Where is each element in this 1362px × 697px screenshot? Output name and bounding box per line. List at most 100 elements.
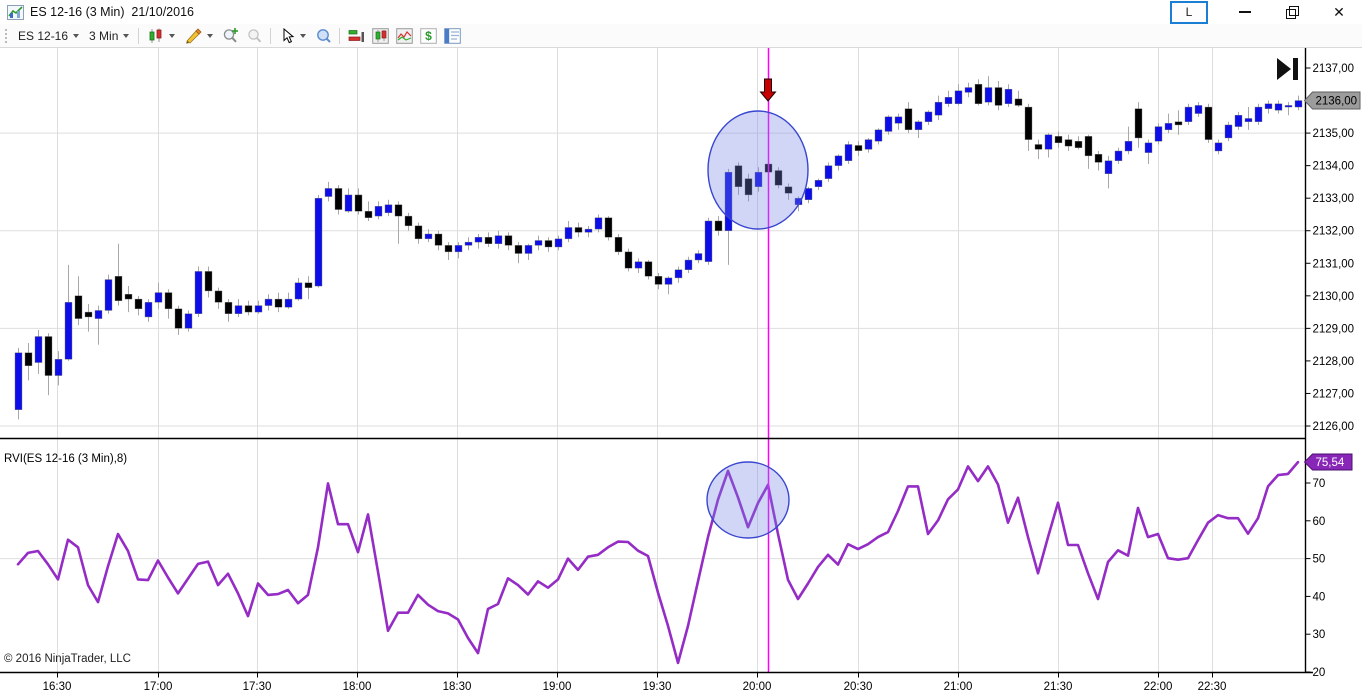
restore-icon — [1286, 6, 1299, 19]
candle-body — [834, 155, 843, 166]
candle-body — [724, 171, 733, 231]
link-button[interactable]: L — [1170, 0, 1208, 24]
chart-app-icon — [7, 4, 24, 20]
candle-body — [984, 87, 993, 103]
close-button[interactable]: ✕ — [1324, 2, 1354, 22]
minimize-button[interactable] — [1230, 2, 1260, 22]
bar-type-button[interactable] — [143, 26, 180, 46]
rvi-indicator-label: RVI(ES 12-16 (3 Min),8) — [4, 453, 128, 465]
time-axis[interactable]: 16:30 17:00 17:30 18:00 18:30 19:00 19:30 20:00… — [43, 672, 1227, 694]
rvi-pane[interactable] — [0, 440, 1306, 673]
candle-body — [124, 293, 133, 300]
candle-body — [354, 194, 363, 212]
candle-body — [1174, 121, 1183, 126]
price-tick-label: 2135,00 — [1313, 128, 1355, 140]
candle-body — [934, 101, 943, 116]
drawing-tools-button[interactable] — [180, 26, 218, 46]
rvi-tick-label: 30 — [1313, 629, 1326, 641]
candle-body — [174, 308, 183, 329]
candle-body — [44, 336, 53, 376]
candle-body — [1214, 142, 1223, 152]
candle-body — [844, 144, 853, 161]
candlestick-icon — [149, 28, 162, 43]
candle-body — [654, 276, 663, 285]
candle-body — [964, 87, 973, 93]
close-icon: ✕ — [1333, 4, 1345, 20]
candle-body — [24, 352, 33, 366]
candle-body — [294, 282, 303, 300]
time-tick-label: 17:30 — [243, 681, 272, 693]
candle-body — [1054, 136, 1063, 144]
axes — [0, 48, 1313, 674]
price-tick-label: 2131,00 — [1313, 258, 1355, 270]
candle-body — [304, 282, 313, 288]
highlight-ellipse — [707, 110, 809, 230]
price-axis[interactable]: 2137,00 2136,00 2135,00 2134,00 2133,00 2132,… — [1305, 63, 1355, 433]
time-tick-label: 21:00 — [944, 681, 973, 693]
toolbar-grip[interactable] — [4, 28, 8, 43]
candle-body — [574, 227, 583, 233]
rvi-line — [16, 460, 1300, 665]
time-tick-label: 16:30 — [43, 681, 72, 693]
candle-body — [1244, 118, 1253, 122]
candle-body — [884, 116, 893, 132]
instrument-selector[interactable]: ES 12-16 — [13, 26, 84, 46]
restore-button[interactable] — [1277, 2, 1307, 22]
candle-body — [434, 233, 443, 246]
candle-body — [1294, 100, 1303, 108]
chevron-down-icon — [123, 33, 130, 38]
highlight-ellipse — [706, 461, 790, 539]
candle-body — [804, 188, 813, 201]
chevron-down-icon — [169, 33, 176, 38]
data-box-button[interactable] — [311, 26, 335, 46]
candle-body — [224, 302, 233, 314]
candle-body — [214, 290, 223, 303]
price-tick-label: 2126,00 — [1313, 421, 1355, 433]
chart-trader-icon — [372, 27, 389, 44]
chart-regions-icon — [348, 29, 364, 42]
rvi-axis[interactable]: 70 60 50 40 30 20 — [1305, 478, 1326, 679]
candle-body — [554, 238, 563, 248]
candle-body — [344, 194, 353, 212]
candle-body — [474, 237, 483, 243]
candle-body — [284, 298, 293, 308]
chevron-down-icon — [73, 33, 80, 38]
svg-text:75,54: 75,54 — [1316, 457, 1345, 469]
go-to-end-icon[interactable] — [1277, 58, 1298, 80]
candle-body — [1044, 134, 1053, 150]
output-window-button[interactable] — [440, 26, 464, 46]
pencil-icon — [186, 27, 202, 44]
candle-body — [734, 165, 743, 187]
time-tick-label: 21:30 — [1044, 681, 1073, 693]
chart-trader-button[interactable] — [368, 26, 392, 46]
candle-body — [1254, 106, 1263, 122]
candle-body — [784, 186, 793, 194]
zoom-out-button[interactable] — [242, 26, 266, 46]
candle-body — [384, 204, 393, 214]
price-pane[interactable] — [0, 48, 1306, 439]
candle-body — [254, 305, 263, 313]
candle-body — [1024, 106, 1033, 140]
toolbar-separator — [270, 27, 272, 44]
candle-body — [544, 240, 553, 248]
order-entry-button[interactable]: $ — [416, 26, 440, 46]
indicators-button[interactable] — [392, 26, 416, 46]
title-bar: ES 12-16 (3 Min) 21/10/2016 L ✕ — [0, 0, 1362, 24]
last-price-marker: 2136,00 — [1303, 91, 1361, 110]
candle-body — [674, 269, 683, 279]
rvi-tick-label: 20 — [1313, 667, 1326, 679]
down-arrow-icon — [759, 78, 777, 102]
candle-body — [1074, 141, 1083, 148]
candle-body — [1084, 136, 1093, 157]
candle-body — [864, 139, 873, 150]
cursor-mode-button[interactable] — [275, 26, 311, 46]
candle-body — [1284, 105, 1293, 108]
zoom-in-button[interactable] — [218, 26, 242, 46]
chart-regions-button[interactable] — [344, 26, 368, 46]
candle-body — [444, 245, 453, 253]
interval-selector[interactable]: 3 Min — [84, 26, 134, 46]
candle-body — [594, 217, 603, 230]
candle-body — [94, 310, 103, 319]
rvi-value-marker: 75,54 — [1303, 453, 1353, 471]
